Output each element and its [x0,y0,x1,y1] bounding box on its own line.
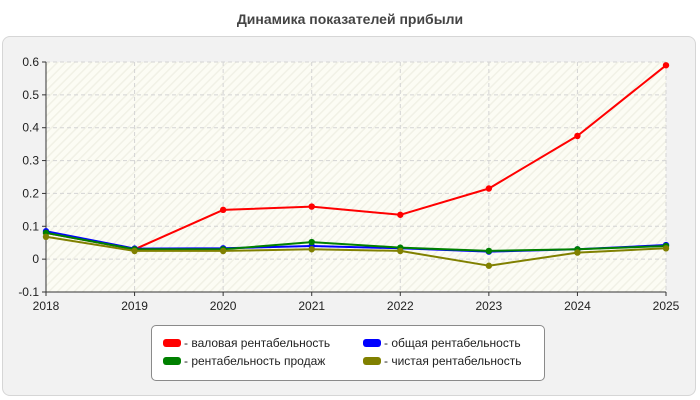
legend-label: - общая рентабельность [384,336,521,350]
data-point [485,185,493,192]
y-tick-label: 0 [32,252,39,266]
y-tick-label: 0.5 [22,88,39,102]
data-point [219,206,227,214]
legend-label: - валовая рентабельность [184,336,331,350]
axes: -0.1 0 0.1 0.2 0.3 0.4 0.5 0.6 2018 2019 2020 2021 2… [18,55,679,313]
series [42,62,670,269]
x-tick-label: 2024 [564,299,591,313]
series-line-3 [45,235,667,267]
x-tick-label: 2022 [387,299,414,313]
data-point [662,245,670,252]
legend-label: - рентабельность продаж [184,354,326,368]
legend-item-sales-margin: - рентабельность продаж [163,353,325,369]
data-point [485,262,493,269]
data-point [397,211,404,218]
data-point [485,247,493,255]
y-tick-label: -0.1 [18,285,39,299]
data-point [131,247,138,255]
legend-label: - чистая рентабельность [384,354,522,368]
data-point [574,249,581,256]
legend-swatch [363,339,381,347]
series-line-2 [45,231,667,252]
y-tick-label: 0.3 [22,154,39,168]
plot-area [46,62,666,292]
data-point [219,247,227,255]
legend-swatch [163,357,181,365]
y-tick-label: 0.4 [22,121,39,135]
data-point [397,247,404,255]
legend-item-net-margin: - чистая рентабельность [363,353,521,369]
legend-item-total-margin: - общая рентабельность [363,335,521,351]
legend-swatch [363,357,381,365]
y-tick-label: 0.1 [22,219,39,233]
x-tick-label: 2025 [653,299,680,313]
data-point [662,62,670,69]
y-tick-label: 0.2 [22,186,39,200]
x-tick-label: 2023 [476,299,503,313]
data-point [308,238,315,246]
legend-swatch [163,339,181,347]
data-point [308,246,315,253]
legend: - валовая рентабельность - общая рентабе… [151,325,545,381]
legend-item-gross-margin: - валовая рентабельность [163,335,330,351]
series-line-0 [45,64,667,251]
x-tick-label: 2021 [298,299,325,313]
data-point [42,233,50,240]
x-tick-label: 2018 [33,299,60,313]
data-point [308,203,315,210]
y-tick-label: 0.6 [22,55,39,69]
data-point [574,132,581,140]
x-tick-label: 2020 [210,299,237,313]
x-tick-label: 2019 [121,299,148,313]
chart-title: Динамика показателей прибыли [236,11,464,27]
